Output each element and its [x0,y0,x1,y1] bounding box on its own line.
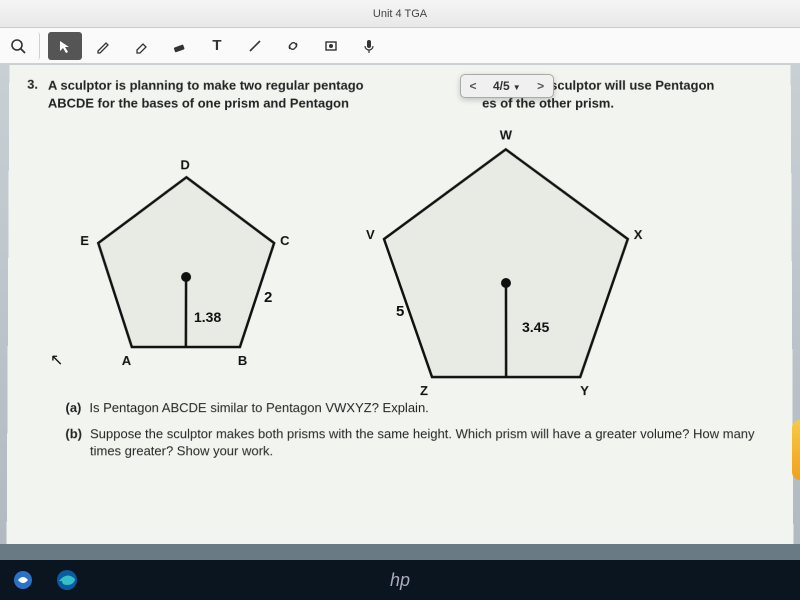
worksheet-page: 3. A sculptor is planning to make two re… [7,65,794,544]
text-a: Is Pentagon ABCDE similar to Pentagon VW… [89,399,428,417]
pentagons-figure: D C E A B 1.38 2 W V X Z Y 3.45 [26,130,775,390]
page-nav: < 4/5▼ > [460,74,554,98]
doc-title: Unit 4 TGA [373,8,427,20]
pentagon-abcde: D C E A B 1.38 2 [86,169,286,364]
label-C: C [280,233,289,248]
pentagon-vwxyz: W V X Z Y 3.45 5 [366,140,646,395]
sub-questions: (a) Is Pentagon ABCDE similar to Pentago… [25,399,775,460]
nav-page-text[interactable]: 4/5▼ [485,79,529,93]
text-icon[interactable]: T [200,32,234,60]
top-bar: Unit 4 TGA [0,0,800,28]
question-number: 3. [27,77,38,112]
letter-a: (a) [65,399,81,417]
question-b: (b) Suppose the sculptor makes both pris… [65,425,775,460]
label-Y: Y [580,383,589,398]
highlighter-icon[interactable] [124,32,158,60]
edge-icon[interactable] [54,567,80,593]
question-a: (a) Is Pentagon ABCDE similar to Pentago… [65,399,774,417]
label-D: D [180,157,189,172]
letter-b: (b) [65,425,82,460]
mic-icon[interactable] [352,32,386,60]
label-Z: Z [420,383,428,398]
line-icon[interactable] [238,32,272,60]
apothem-1: 1.38 [194,309,221,325]
toolbar: T [0,28,800,64]
side-2: 5 [396,303,404,320]
app-icon-1[interactable] [10,567,36,593]
label-A: A [122,353,131,368]
link-icon[interactable] [276,32,310,60]
eraser-icon[interactable] [162,32,196,60]
cursor-icon: ↖ [50,350,63,370]
label-E: E [80,233,89,248]
question-text: A sculptor is planning to make two regul… [48,77,715,112]
pen-icon[interactable] [86,32,120,60]
nav-next-button[interactable]: > [529,79,553,93]
taskbar: hp [0,560,800,600]
apothem-2: 3.45 [522,319,549,335]
label-B: B [238,353,247,368]
page-viewport: 3. A sculptor is planning to make two re… [0,64,800,544]
screenshot-icon[interactable] [314,32,348,60]
partial-chrome-icon [792,420,800,480]
label-V: V [366,227,375,242]
hp-logo: hp [390,570,410,591]
label-X: X [634,227,643,242]
chevron-down-icon: ▼ [513,83,521,92]
question-header: 3. A sculptor is planning to make two re… [27,77,773,112]
nav-prev-button[interactable]: < [461,79,485,93]
zoom-icon[interactable] [6,32,40,60]
side-1: 2 [264,289,272,306]
label-W: W [500,128,512,143]
text-b: Suppose the sculptor makes both prisms w… [90,425,775,460]
pointer-icon[interactable] [48,32,82,60]
